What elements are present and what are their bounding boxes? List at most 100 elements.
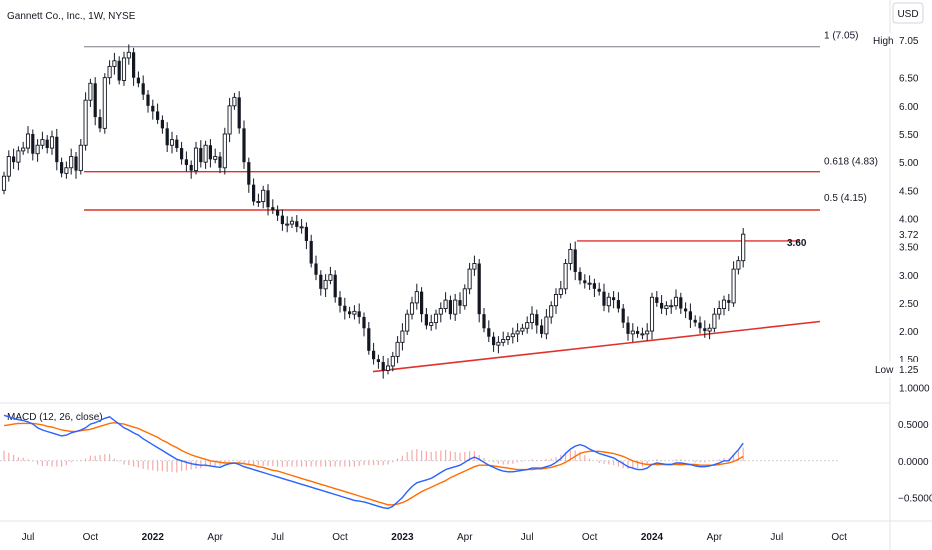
- candle[interactable]: [472, 255, 477, 276]
- candle[interactable]: [252, 178, 256, 206]
- candle[interactable]: [573, 241, 577, 281]
- candle[interactable]: [583, 274, 587, 289]
- candle[interactable]: [227, 97, 232, 143]
- candle[interactable]: [98, 109, 102, 133]
- candle[interactable]: [74, 152, 78, 179]
- candle[interactable]: [6, 150, 11, 182]
- candle[interactable]: [540, 319, 544, 338]
- candle[interactable]: [175, 135, 179, 153]
- candle[interactable]: [299, 219, 304, 234]
- candle[interactable]: [261, 185, 266, 209]
- candle[interactable]: [156, 103, 160, 124]
- candle[interactable]: [69, 148, 74, 175]
- candle[interactable]: [453, 293, 458, 321]
- candle[interactable]: [602, 283, 606, 312]
- candle[interactable]: [482, 307, 486, 333]
- candle[interactable]: [684, 302, 688, 319]
- candle[interactable]: [83, 92, 88, 151]
- candle[interactable]: [213, 148, 218, 164]
- candle[interactable]: [184, 151, 188, 172]
- candle[interactable]: [1, 171, 7, 195]
- candle[interactable]: [458, 292, 462, 314]
- price-axis[interactable]: 6.50 6.00 5.50 5.00 4.50 4.00 3.50 3.00 2.50 2.00…: [899, 74, 930, 395]
- candle[interactable]: [285, 216, 290, 233]
- candle[interactable]: [630, 323, 635, 343]
- candle[interactable]: [276, 205, 280, 221]
- candle[interactable]: [319, 270, 323, 296]
- candle[interactable]: [132, 47, 136, 86]
- candle[interactable]: [357, 303, 361, 324]
- candle[interactable]: [438, 302, 443, 323]
- candle[interactable]: [222, 127, 227, 175]
- candle[interactable]: [636, 326, 640, 338]
- candle[interactable]: [707, 323, 712, 340]
- candle[interactable]: [520, 323, 525, 336]
- candle[interactable]: [237, 91, 241, 134]
- candle[interactable]: [314, 255, 318, 281]
- candle[interactable]: [289, 216, 295, 229]
- candle[interactable]: [477, 258, 481, 323]
- candle[interactable]: [409, 296, 415, 320]
- candle[interactable]: [333, 270, 337, 303]
- candle[interactable]: [256, 193, 261, 207]
- candle[interactable]: [49, 130, 55, 155]
- candle[interactable]: [390, 351, 395, 372]
- candle[interactable]: [727, 293, 731, 312]
- candle[interactable]: [25, 126, 31, 154]
- candle[interactable]: [496, 336, 501, 354]
- candle[interactable]: [535, 309, 539, 334]
- candle[interactable]: [31, 129, 35, 161]
- candle[interactable]: [193, 141, 199, 175]
- candle[interactable]: [117, 56, 121, 85]
- candle[interactable]: [78, 139, 83, 175]
- candle[interactable]: [218, 152, 222, 174]
- candle[interactable]: [55, 128, 59, 171]
- candle[interactable]: [429, 314, 434, 331]
- candle[interactable]: [328, 266, 333, 285]
- candle[interactable]: [487, 320, 491, 343]
- candle[interactable]: [266, 184, 270, 216]
- candle[interactable]: [443, 292, 448, 313]
- candle[interactable]: [492, 332, 496, 352]
- candle[interactable]: [242, 120, 246, 169]
- candle[interactable]: [343, 297, 347, 320]
- candle[interactable]: [544, 309, 549, 340]
- candle[interactable]: [433, 309, 439, 330]
- candle[interactable]: [126, 44, 131, 65]
- candle[interactable]: [597, 282, 601, 296]
- support-trendline[interactable]: [372, 320, 821, 373]
- candle[interactable]: [203, 140, 208, 169]
- candle[interactable]: [400, 323, 405, 351]
- candle[interactable]: [717, 300, 722, 320]
- candle[interactable]: [60, 157, 64, 178]
- candle[interactable]: [271, 199, 275, 214]
- candle[interactable]: [372, 342, 376, 365]
- candle[interactable]: [558, 280, 563, 299]
- candle[interactable]: [338, 291, 342, 313]
- candle[interactable]: [362, 312, 366, 337]
- candle[interactable]: [549, 301, 554, 324]
- candle[interactable]: [510, 327, 515, 344]
- candle[interactable]: [165, 122, 169, 153]
- candle[interactable]: [612, 291, 616, 309]
- candle[interactable]: [568, 243, 573, 271]
- candle[interactable]: [395, 336, 400, 364]
- candle[interactable]: [462, 284, 467, 310]
- candle[interactable]: [525, 316, 530, 334]
- candle[interactable]: [189, 160, 193, 179]
- candle[interactable]: [649, 292, 655, 340]
- candle[interactable]: [721, 295, 727, 316]
- candle[interactable]: [578, 267, 582, 285]
- candle[interactable]: [208, 139, 212, 168]
- candle[interactable]: [424, 307, 428, 330]
- candle[interactable]: [688, 303, 692, 328]
- candle[interactable]: [736, 256, 741, 275]
- candle[interactable]: [151, 99, 155, 120]
- candle[interactable]: [376, 354, 380, 369]
- candle[interactable]: [606, 292, 611, 313]
- candle[interactable]: [45, 135, 49, 154]
- currency-button[interactable]: USD: [892, 2, 924, 24]
- candle[interactable]: [64, 161, 69, 179]
- candle[interactable]: [741, 228, 746, 268]
- candle[interactable]: [121, 51, 127, 86]
